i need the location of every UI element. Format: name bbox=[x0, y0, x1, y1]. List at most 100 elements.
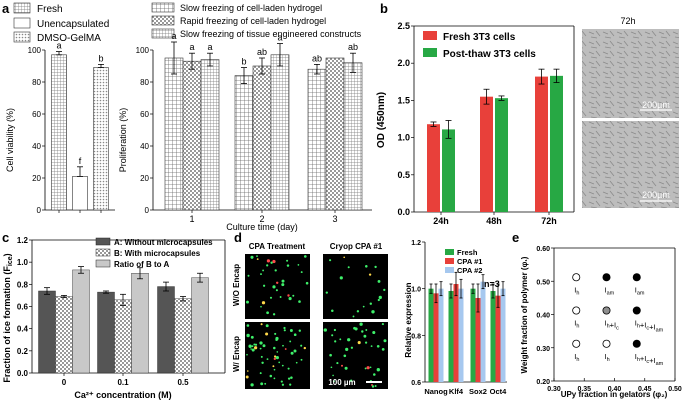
cell-dot bbox=[283, 329, 286, 332]
cell-dot bbox=[280, 380, 283, 383]
legend-swatch bbox=[151, 15, 175, 26]
legend-swatch bbox=[151, 28, 175, 39]
cell-dot bbox=[366, 366, 370, 370]
cell-dot bbox=[265, 332, 269, 336]
cell-dot bbox=[246, 370, 249, 372]
bar bbox=[164, 57, 184, 211]
axes: 0.6 0.8 1.0 1.2 bbox=[411, 240, 507, 387]
cell-dot bbox=[378, 295, 382, 300]
panel-letter-a: a bbox=[2, 1, 10, 16]
bar bbox=[495, 295, 501, 382]
significance-letter: a bbox=[189, 42, 194, 52]
cell-dot bbox=[369, 366, 372, 369]
legend-label: B: With microcapsules bbox=[114, 249, 201, 258]
cell-dot bbox=[269, 296, 273, 299]
row-header: W/O Encap bbox=[232, 264, 241, 306]
cell-dot bbox=[274, 332, 277, 335]
legend-swatch bbox=[95, 259, 111, 268]
cell-dot bbox=[344, 366, 348, 370]
cell-dot bbox=[293, 333, 297, 337]
cell-dot bbox=[359, 322, 363, 326]
y-tick-label: 1.2 bbox=[411, 240, 421, 247]
legend-label: Rapid freezing of cell-laden hydrogel bbox=[180, 16, 326, 26]
phase-point bbox=[632, 273, 641, 282]
cell-dot bbox=[336, 362, 339, 365]
bar bbox=[550, 75, 563, 213]
cell-dot bbox=[250, 383, 254, 387]
cell-dot bbox=[368, 273, 372, 276]
y-tick-label: 0.0 bbox=[17, 369, 29, 378]
panel-a-left: Fresh Unencapsulated DMSO-GelMA Cell via… bbox=[5, 2, 115, 215]
legend-swatch bbox=[445, 267, 454, 273]
bar bbox=[442, 129, 455, 212]
y-tick-label: 0.6 bbox=[411, 380, 421, 387]
panel-letter-e: e bbox=[512, 230, 519, 245]
legend-a-right: Slow freezing of cell-laden hydrogel Rap… bbox=[151, 2, 362, 39]
x-tick-label: 0.30 bbox=[547, 386, 561, 393]
cell-dot bbox=[275, 355, 279, 360]
cell-dot bbox=[300, 344, 303, 347]
cell-dot bbox=[371, 310, 375, 314]
scale-label: 100 µm bbox=[328, 378, 355, 387]
legend-d: Fresh CPA #1 CPA #2 n=3 bbox=[445, 248, 500, 289]
legend-label: Slow freezing of cell-laden hydrogel bbox=[180, 3, 322, 13]
bar bbox=[307, 68, 327, 211]
cell-dot bbox=[283, 326, 286, 330]
cell-dot bbox=[281, 364, 284, 367]
phase-label: Ih bbox=[574, 285, 579, 296]
cell-dot bbox=[347, 338, 351, 342]
cell-dot bbox=[365, 265, 368, 268]
phase-label: Ih bbox=[605, 352, 610, 363]
x-tick-label: 2 bbox=[259, 214, 264, 224]
cell-dot bbox=[369, 302, 372, 305]
x-tick-label: 0.35 bbox=[577, 386, 591, 393]
cell-dot bbox=[287, 367, 290, 370]
cell-dot bbox=[333, 328, 336, 332]
legend-label: Post-thaw 3T3 cells bbox=[443, 49, 536, 60]
cell-dot bbox=[371, 385, 375, 388]
cell-dot bbox=[265, 324, 269, 328]
cell-dot bbox=[287, 377, 291, 380]
phase-label: Ih+Ic+Iam bbox=[635, 352, 664, 367]
cell-dot bbox=[352, 315, 355, 318]
cell-dot bbox=[259, 341, 263, 345]
cell-dot bbox=[372, 330, 376, 335]
bar bbox=[500, 288, 506, 382]
cell-dot bbox=[245, 375, 249, 379]
bar bbox=[38, 290, 56, 374]
significance-letter: a bbox=[207, 42, 212, 52]
bar bbox=[131, 273, 149, 374]
cell-dot bbox=[377, 279, 381, 283]
bar bbox=[470, 288, 476, 382]
cell-dot bbox=[266, 311, 269, 315]
cell-dot bbox=[259, 347, 262, 350]
y-tick-label: 0.40 bbox=[536, 313, 550, 320]
cell-dot bbox=[260, 382, 264, 386]
cell-dot bbox=[273, 357, 276, 361]
x-tick-label: 0.50 bbox=[668, 386, 682, 393]
significance-letter: a bbox=[171, 31, 176, 41]
y-axis-label: OD (450nm) bbox=[376, 92, 387, 148]
legend-label: Fresh 3T3 cells bbox=[443, 32, 516, 43]
cell-dot bbox=[273, 377, 276, 380]
significance-letter: ab bbox=[312, 53, 322, 63]
fluorescence-image bbox=[245, 322, 310, 389]
cell-dot bbox=[334, 340, 337, 343]
bar bbox=[157, 286, 175, 374]
cell-dot bbox=[260, 323, 263, 326]
legend-swatch bbox=[13, 2, 31, 14]
x-axis-label: Ca²⁺ concentration (M) bbox=[74, 390, 171, 400]
significance-letter: a bbox=[277, 33, 282, 43]
cell-dot bbox=[266, 259, 270, 263]
cell-dot bbox=[329, 259, 332, 262]
cell-dot bbox=[363, 334, 367, 338]
x-tick-label: 0.5 bbox=[177, 378, 189, 387]
legend-label: CPA #2 bbox=[457, 266, 482, 275]
significance-letter: ab bbox=[348, 42, 358, 52]
cell-dot bbox=[247, 274, 250, 277]
y-axis-label: Relative expression bbox=[404, 282, 413, 357]
cell-dot bbox=[276, 281, 279, 284]
cell-dot bbox=[272, 365, 275, 368]
